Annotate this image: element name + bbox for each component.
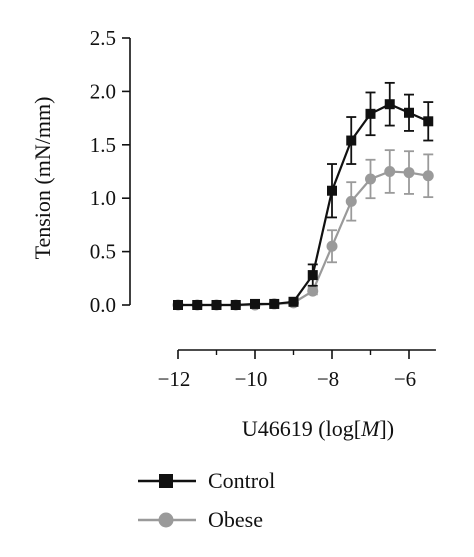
legend: Control Obese xyxy=(138,468,275,532)
legend-marker xyxy=(158,512,174,528)
y-tick-label: 0.0 xyxy=(90,293,116,317)
data-point xyxy=(384,99,395,110)
y-tick-label: 2.5 xyxy=(90,26,116,50)
y-axis: 0.0 0.5 1.0 1.5 2.0 2.5 xyxy=(90,26,131,317)
data-point xyxy=(422,170,434,182)
data-point xyxy=(345,195,357,207)
y-tick-label: 1.5 xyxy=(90,133,116,157)
data-point xyxy=(230,300,241,310)
data-point xyxy=(211,300,222,310)
series-layer xyxy=(172,81,434,311)
data-point xyxy=(173,300,183,310)
x-axis: −12 −10 −8 −6 xyxy=(158,349,436,391)
data-point xyxy=(326,240,338,252)
x-tick-label: −10 xyxy=(235,367,268,391)
series-line xyxy=(178,170,429,307)
x-axis-title-unit: M xyxy=(360,416,381,441)
data-point xyxy=(346,135,357,146)
data-point xyxy=(403,167,415,179)
data-point xyxy=(307,270,318,281)
data-point xyxy=(365,108,376,119)
data-point xyxy=(423,116,434,127)
y-tick-label: 0.5 xyxy=(90,240,116,264)
data-point xyxy=(192,300,203,310)
data-point xyxy=(327,185,337,196)
data-point xyxy=(288,296,299,307)
series-control xyxy=(173,81,434,310)
legend-label: Control xyxy=(208,468,275,493)
legend-item-obese: Obese xyxy=(138,507,263,532)
series-obese xyxy=(172,149,434,311)
data-point xyxy=(404,107,414,118)
x-axis-title-suffix: ]) xyxy=(379,416,394,441)
data-point xyxy=(307,285,319,297)
x-tick-label: −6 xyxy=(394,367,416,391)
y-tick-label: 2.0 xyxy=(90,79,116,103)
x-axis-title-prefix: U46619 (log[ xyxy=(242,416,361,441)
data-point xyxy=(384,166,396,177)
data-point xyxy=(250,298,260,309)
legend-marker xyxy=(159,474,173,488)
y-axis-title: Tension (mN/mm) xyxy=(30,97,55,260)
data-point xyxy=(365,173,376,185)
x-tick-label: −8 xyxy=(317,367,339,391)
legend-label: Obese xyxy=(208,507,263,532)
series-line xyxy=(178,103,429,307)
x-axis-title: U46619 (log[M]) xyxy=(242,416,394,441)
y-tick-label: 1.0 xyxy=(90,186,116,210)
legend-item-control: Control xyxy=(138,468,275,493)
data-point xyxy=(269,298,280,309)
x-tick-label: −12 xyxy=(158,367,191,391)
